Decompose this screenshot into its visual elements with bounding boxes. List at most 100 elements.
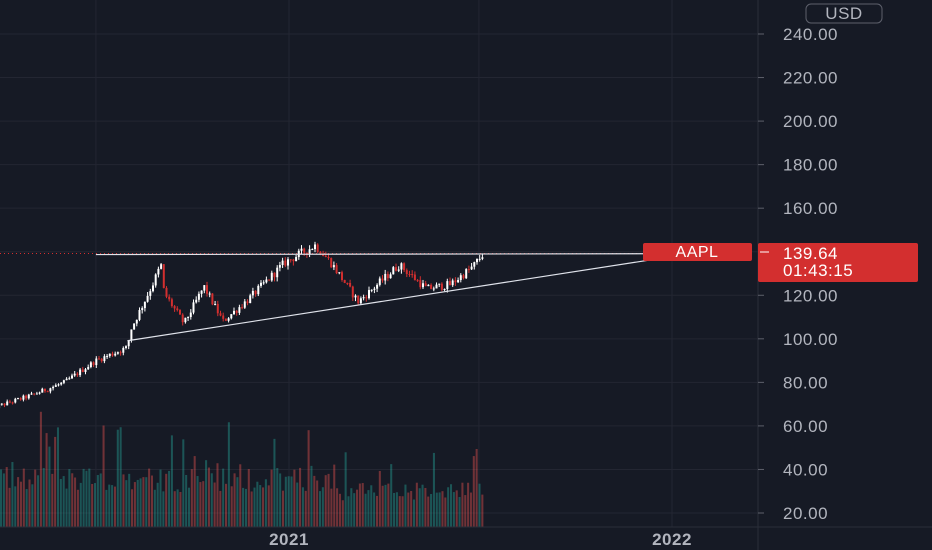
volume-bar: [398, 496, 401, 527]
volume-bar: [458, 497, 461, 527]
candle-body: [330, 258, 333, 268]
currency-button-frame[interactable]: [805, 3, 883, 24]
volume-bar: [216, 463, 219, 527]
volume-bar: [74, 477, 77, 527]
candle-body: [400, 263, 403, 270]
candle-body: [381, 278, 384, 281]
candle-body: [0, 403, 3, 405]
volume-bar: [281, 490, 285, 527]
volume-bar: [48, 446, 51, 527]
volume-bar: [0, 469, 3, 527]
price-tick-label: 220.00: [783, 69, 838, 88]
volume-bar: [242, 487, 245, 527]
volume-bar: [373, 492, 376, 527]
volume-bar: [270, 469, 273, 527]
candle-body: [35, 393, 38, 395]
volume-bar: [478, 483, 481, 527]
candle-body: [3, 403, 6, 406]
candle-body: [273, 272, 276, 278]
volume-bar: [176, 489, 179, 527]
candle-body: [146, 295, 149, 302]
candle-body: [419, 280, 422, 288]
candle-body: [162, 264, 165, 288]
candle-body: [340, 272, 343, 281]
volume-bar: [224, 483, 228, 527]
candle-body: [195, 299, 198, 303]
candle-body: [335, 265, 338, 274]
volume-bar: [76, 489, 79, 527]
candle-body: [435, 284, 438, 289]
candle-body: [389, 274, 392, 279]
volume-bar: [384, 484, 387, 527]
candle-body: [465, 269, 468, 279]
countdown-label: 01:43:15: [783, 261, 853, 280]
volume-bar: [364, 493, 367, 527]
candle-body: [351, 286, 354, 298]
candle-body: [403, 263, 406, 271]
candle-body: [300, 248, 303, 251]
volume-bar: [85, 470, 88, 527]
candle-body: [189, 312, 192, 317]
volume-bar: [284, 476, 287, 527]
volume-bar: [133, 482, 136, 527]
volume-bar: [153, 489, 156, 527]
volume-bar: [290, 476, 293, 527]
volume-bar: [68, 469, 71, 527]
volume-bar: [113, 486, 116, 527]
candle-body: [278, 265, 281, 268]
candle-body: [68, 378, 71, 380]
candle-body: [8, 401, 11, 403]
volume-bar: [96, 475, 99, 527]
candle-body: [184, 317, 187, 323]
candle-body: [265, 279, 268, 283]
candle-body: [451, 280, 454, 286]
symbol-tag-bg: [643, 243, 752, 261]
volume-bar: [142, 477, 145, 527]
volume-bar: [179, 491, 182, 527]
candle-body: [116, 352, 119, 354]
candle-body: [243, 301, 246, 308]
volume-bar: [367, 490, 370, 527]
time-axis[interactable]: 2021 2022: [269, 530, 692, 549]
volume-bar: [207, 467, 210, 527]
volume-bar: [2, 473, 5, 527]
candle-body: [200, 290, 203, 294]
volume-bar: [279, 473, 282, 527]
candle-body: [222, 315, 225, 319]
volume-bar: [321, 487, 324, 527]
volume-bar: [407, 492, 410, 527]
volume-bar: [350, 488, 353, 527]
volume-bar: [338, 493, 341, 527]
volume-bar: [481, 494, 484, 527]
candle-body: [111, 353, 114, 356]
candle-body: [214, 303, 217, 305]
volume-bar: [449, 484, 453, 527]
candle-body: [141, 308, 144, 311]
trendline-support[interactable]: [127, 256, 667, 342]
price-tick-label: 180.00: [783, 156, 838, 175]
volume-bar: [5, 467, 8, 527]
candle-body: [367, 290, 370, 299]
currency-button[interactable]: USD: [805, 3, 883, 24]
candle-body: [95, 358, 98, 366]
symbol-tag: AAPL: [643, 243, 752, 261]
volume-bar: [447, 487, 450, 527]
currency-label[interactable]: USD: [825, 4, 862, 23]
candle-body: [160, 264, 163, 269]
candle-body: [270, 272, 273, 281]
volume-bar: [316, 480, 319, 527]
volume-bar: [356, 489, 359, 527]
candle-body: [100, 358, 103, 362]
candle-body: [65, 378, 68, 381]
candle-body: [286, 259, 289, 266]
candle-body: [208, 293, 211, 295]
candle-body: [124, 346, 127, 348]
volume-bar: [318, 491, 322, 527]
volume-bar: [222, 468, 225, 527]
trendline-resistance[interactable]: [95, 253, 667, 256]
candle-body: [73, 373, 76, 376]
candle-body: [79, 369, 82, 376]
candle-body: [411, 274, 414, 276]
